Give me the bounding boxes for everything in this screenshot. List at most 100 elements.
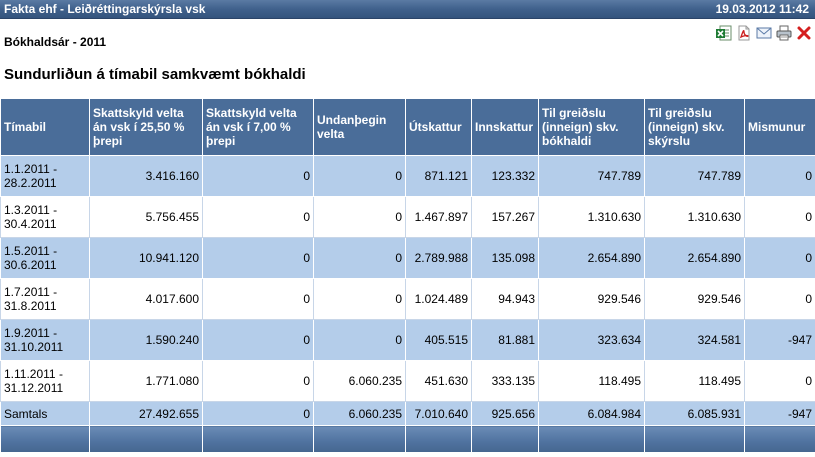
cell-payable-report: 929.546 [644, 278, 745, 320]
report-heading: Sundurliðun á tímabil samkvæmt bókhaldi [4, 66, 306, 83]
cell-total-input-tax: 925.656 [471, 401, 539, 426]
footer-cell [0, 425, 90, 453]
cell-exempt: 0 [313, 155, 406, 197]
window-datetime: 19.03.2012 11:42 [715, 2, 809, 16]
cell-period: 1.9.2011 - 31.10.2011 [0, 319, 90, 361]
column-header-payable-report[interactable]: Til greiðslu (inneign) skv. skýrslu [644, 98, 745, 156]
cell-exempt: 0 [313, 196, 406, 238]
cell-payable-books: 2.654.890 [538, 237, 645, 279]
cell-output-tax: 405.515 [405, 319, 472, 361]
cell-period: 1.3.2011 - 30.4.2011 [0, 196, 90, 238]
cell-payable-books: 118.495 [538, 360, 645, 402]
table-row[interactable]: 1.5.2011 - 30.6.2011 10.941.120 0 0 2.78… [0, 237, 815, 279]
cell-output-tax: 1.467.897 [405, 196, 472, 238]
excel-icon[interactable] [716, 25, 732, 41]
cell-taxable-25-50: 4.017.600 [89, 278, 203, 320]
cell-difference: -947 [744, 319, 815, 361]
cell-total-taxable-25-50: 27.492.655 [89, 401, 203, 426]
cell-total-output-tax: 7.010.640 [405, 401, 472, 426]
cell-payable-report: 2.654.890 [644, 237, 745, 279]
cell-taxable-25-50: 10.941.120 [89, 237, 203, 279]
cell-totals-label: Samtals [0, 401, 90, 426]
cell-total-taxable-7-00: 0 [202, 401, 314, 426]
cell-input-tax: 94.943 [471, 278, 539, 320]
cell-taxable-7-00: 0 [202, 196, 314, 238]
cell-payable-report: 1.310.630 [644, 196, 745, 238]
cell-output-tax: 2.789.988 [405, 237, 472, 279]
cell-difference: 0 [744, 237, 815, 279]
window-titlebar: Fakta ehf - Leiðréttingarskýrsla vsk 19.… [0, 0, 815, 19]
column-header-taxable-7-00[interactable]: Skattskyld velta án vsk í 7,00 % þrepi [202, 98, 314, 156]
email-icon[interactable] [756, 25, 772, 41]
totals-row: Samtals 27.492.655 0 6.060.235 7.010.640… [0, 401, 815, 426]
fiscal-year-label: Bókhaldsár - 2011 [4, 35, 107, 49]
cell-output-tax: 1.024.489 [405, 278, 472, 320]
table-row[interactable]: 1.7.2011 - 31.8.2011 4.017.600 0 0 1.024… [0, 278, 815, 320]
cell-taxable-25-50: 3.416.160 [89, 155, 203, 197]
cell-total-exempt: 6.060.235 [313, 401, 406, 426]
close-icon[interactable] [796, 25, 812, 41]
column-header-taxable-25-50[interactable]: Skattskyld velta án vsk í 25,50 % þrepi [89, 98, 203, 156]
cell-exempt: 0 [313, 278, 406, 320]
cell-difference: 0 [744, 360, 815, 402]
cell-period: 1.7.2011 - 31.8.2011 [0, 278, 90, 320]
column-header-input-tax[interactable]: Innskattur [471, 98, 539, 156]
table-footer-bar [0, 425, 815, 453]
footer-cell [202, 425, 314, 453]
table-header-row: Tímabil Skattskyld velta án vsk í 25,50 … [0, 98, 815, 156]
cell-period: 1.5.2011 - 30.6.2011 [0, 237, 90, 279]
cell-taxable-7-00: 0 [202, 360, 314, 402]
cell-period: 1.1.2011 - 28.2.2011 [0, 155, 90, 197]
cell-output-tax: 871.121 [405, 155, 472, 197]
cell-exempt: 6.060.235 [313, 360, 406, 402]
column-header-difference[interactable]: Mismunur [744, 98, 815, 156]
cell-taxable-25-50: 1.771.080 [89, 360, 203, 402]
cell-difference: 0 [744, 155, 815, 197]
export-toolbar [716, 25, 812, 41]
vat-reconciliation-table: Tímabil Skattskyld velta án vsk í 25,50 … [0, 98, 815, 453]
cell-payable-report: 747.789 [644, 155, 745, 197]
cell-taxable-25-50: 5.756.455 [89, 196, 203, 238]
cell-total-payable-report: 6.085.931 [644, 401, 745, 426]
cell-payable-report: 118.495 [644, 360, 745, 402]
cell-period: 1.11.2011 - 31.12.2011 [0, 360, 90, 402]
cell-taxable-7-00: 0 [202, 155, 314, 197]
cell-input-tax: 123.332 [471, 155, 539, 197]
cell-taxable-7-00: 0 [202, 278, 314, 320]
column-header-payable-books[interactable]: Til greiðslu (inneign) skv. bókhaldi [538, 98, 645, 156]
cell-output-tax: 451.630 [405, 360, 472, 402]
column-header-output-tax[interactable]: Útskattur [405, 98, 472, 156]
cell-taxable-25-50: 1.590.240 [89, 319, 203, 361]
cell-total-difference: -947 [744, 401, 815, 426]
table-row[interactable]: 1.11.2011 - 31.12.2011 1.771.080 0 6.060… [0, 360, 815, 402]
window-title: Fakta ehf - Leiðréttingarskýrsla vsk [4, 2, 206, 16]
cell-exempt: 0 [313, 237, 406, 279]
cell-taxable-7-00: 0 [202, 319, 314, 361]
cell-total-payable-books: 6.084.984 [538, 401, 645, 426]
table-row[interactable]: 1.3.2011 - 30.4.2011 5.756.455 0 0 1.467… [0, 196, 815, 238]
cell-payable-books: 929.546 [538, 278, 645, 320]
cell-payable-books: 1.310.630 [538, 196, 645, 238]
cell-difference: 0 [744, 196, 815, 238]
cell-taxable-7-00: 0 [202, 237, 314, 279]
cell-input-tax: 333.135 [471, 360, 539, 402]
column-header-period[interactable]: Tímabil [0, 98, 90, 156]
footer-cell [538, 425, 645, 453]
print-icon[interactable] [776, 25, 792, 41]
pdf-icon[interactable] [736, 25, 752, 41]
footer-cell [89, 425, 203, 453]
table-row[interactable]: 1.1.2011 - 28.2.2011 3.416.160 0 0 871.1… [0, 155, 815, 197]
cell-input-tax: 157.267 [471, 196, 539, 238]
cell-payable-books: 323.634 [538, 319, 645, 361]
cell-payable-books: 747.789 [538, 155, 645, 197]
table-row[interactable]: 1.9.2011 - 31.10.2011 1.590.240 0 0 405.… [0, 319, 815, 361]
footer-cell [644, 425, 745, 453]
footer-cell [471, 425, 539, 453]
cell-payable-report: 324.581 [644, 319, 745, 361]
cell-difference: 0 [744, 278, 815, 320]
footer-cell [744, 425, 815, 453]
column-header-exempt[interactable]: Undanþegin velta [313, 98, 406, 156]
cell-input-tax: 81.881 [471, 319, 539, 361]
footer-cell [405, 425, 472, 453]
cell-input-tax: 135.098 [471, 237, 539, 279]
